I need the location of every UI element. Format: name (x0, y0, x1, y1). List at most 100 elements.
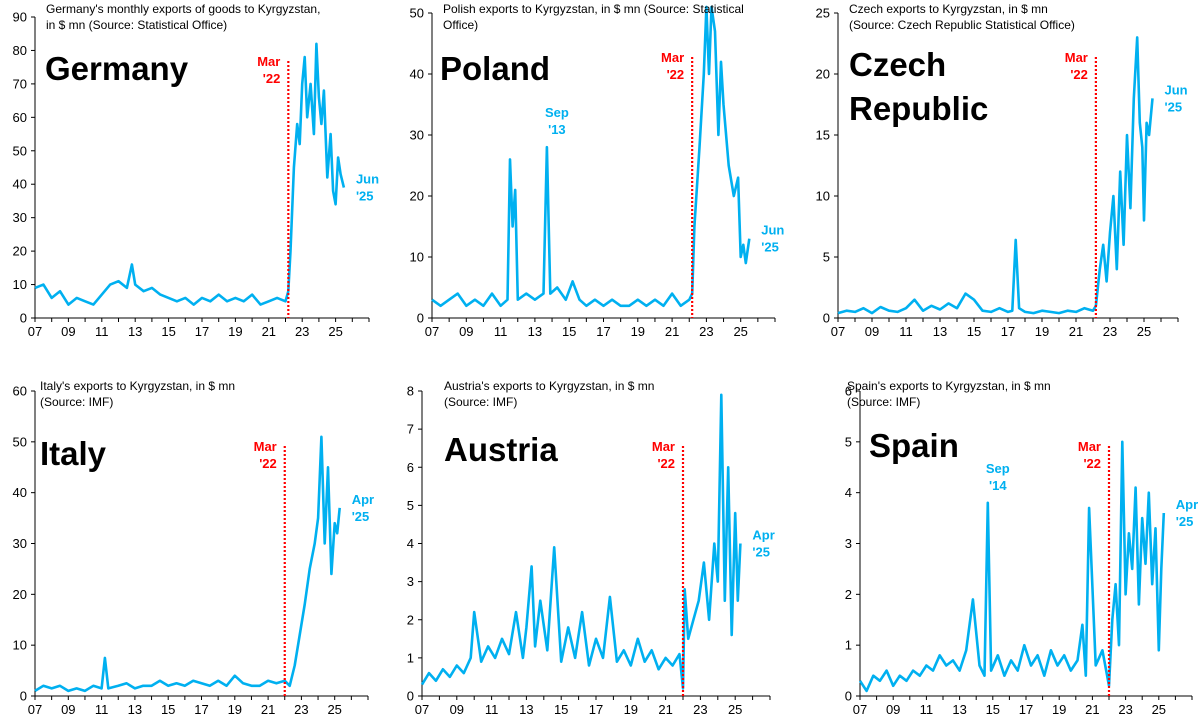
x-tick-label: 19 (631, 324, 645, 339)
series-line (431, 5, 751, 308)
x-tick-label: 09 (61, 702, 75, 717)
country-label: Republic (849, 90, 988, 127)
x-tick-label: 23 (1118, 702, 1132, 717)
series-line (858, 440, 1166, 693)
y-tick-label: 40 (13, 485, 27, 500)
x-tick-label: 13 (528, 324, 542, 339)
chart-subtitle: Czech exports to Kyrgyzstan, in $ mn (849, 2, 1048, 16)
x-tick-label: 25 (328, 324, 342, 339)
x-tick-label: 23 (699, 324, 713, 339)
y-tick-label: 0 (845, 689, 852, 704)
marker-label: Mar (652, 439, 675, 454)
spike-label: '13 (548, 122, 566, 137)
x-tick-label: 23 (1103, 324, 1117, 339)
y-tick-label: 5 (407, 498, 414, 513)
chart-subtitle: (Source: Czech Republic Statistical Offi… (849, 18, 1075, 32)
x-tick-label: 09 (450, 702, 464, 717)
y-tick-label: 80 (13, 43, 27, 58)
x-tick-label: 17 (195, 324, 209, 339)
y-tick-label: 25 (816, 6, 830, 21)
x-tick-label: 09 (865, 324, 879, 339)
y-tick-label: 5 (823, 250, 830, 265)
marker-label: '22 (1070, 67, 1088, 82)
end-label: Jun (356, 172, 379, 187)
x-tick-label: 11 (899, 324, 913, 339)
y-tick-label: 5 (845, 434, 852, 449)
end-label: Apr (1176, 497, 1198, 512)
y-tick-label: 0 (20, 311, 27, 326)
x-tick-label: 19 (1035, 324, 1049, 339)
x-tick-label: 13 (128, 702, 142, 717)
x-tick-label: 15 (161, 702, 175, 717)
y-tick-label: 90 (13, 10, 27, 25)
y-tick-label: 6 (845, 384, 852, 399)
marker-label: '22 (263, 71, 281, 86)
x-tick-label: 25 (728, 702, 742, 717)
x-tick-label: 19 (228, 324, 242, 339)
chart-subtitle: in $ mn (Source: Statistical Office) (46, 18, 227, 32)
x-tick-label: 15 (562, 324, 576, 339)
country-label: Germany (45, 50, 189, 87)
chart-subtitle: Italy's exports to Kyrgyzstan, in $ mn (40, 379, 235, 393)
x-tick-label: 11 (494, 324, 508, 339)
spike-label: Sep (545, 105, 569, 120)
chart-subtitle: Polish exports to Kyrgyzstan, in $ mn (S… (443, 2, 744, 16)
y-tick-label: 3 (407, 574, 414, 589)
x-tick-label: 17 (1001, 324, 1015, 339)
x-tick-label: 07 (853, 702, 867, 717)
x-tick-label: 15 (986, 702, 1000, 717)
y-tick-label: 0 (417, 311, 424, 326)
y-tick-label: 3 (845, 536, 852, 551)
marker-label: '22 (1083, 456, 1101, 471)
series-line (34, 42, 346, 306)
x-tick-label: 07 (831, 324, 845, 339)
y-tick-label: 20 (410, 189, 424, 204)
marker-label: Mar (254, 439, 277, 454)
y-tick-label: 4 (845, 485, 852, 500)
marker-label: Mar (1078, 439, 1101, 454)
y-tick-label: 60 (13, 110, 27, 125)
chart-subtitle: (Source: IMF) (444, 395, 517, 409)
x-tick-label: 17 (589, 702, 603, 717)
y-tick-label: 10 (410, 250, 424, 265)
chart-germany: 0 10 20 30 40 50 60 70 80 90 07 09 11 13 15 17 19 21 23 25 M… (13, 2, 380, 339)
x-tick-label: 15 (554, 702, 568, 717)
y-tick-label: 20 (816, 67, 830, 82)
x-tick-label: 13 (952, 702, 966, 717)
country-label: Italy (40, 435, 107, 472)
chart-subtitle: Germany's monthly exports of goods to Ky… (46, 2, 320, 16)
x-tick-label: 17 (194, 702, 208, 717)
spike-label: Sep (986, 461, 1010, 476)
x-tick-label: 25 (1137, 324, 1151, 339)
end-label: Jun (761, 223, 784, 238)
chart-subtitle: (Source: IMF) (847, 395, 920, 409)
y-tick-label: 50 (13, 434, 27, 449)
y-tick-label: 0 (823, 311, 830, 326)
x-tick-label: 17 (1019, 702, 1033, 717)
x-tick-label: 17 (596, 324, 610, 339)
x-tick-label: 25 (733, 324, 747, 339)
x-tick-label: 11 (95, 702, 109, 717)
y-tick-label: 20 (13, 244, 27, 259)
x-tick-label: 09 (459, 324, 473, 339)
x-tick-label: 25 (327, 702, 341, 717)
marker-label: '22 (259, 456, 277, 471)
end-label: Apr (752, 528, 774, 543)
y-tick-label: 0 (407, 689, 414, 704)
marker-label: Mar (1065, 50, 1088, 65)
y-tick-label: 40 (13, 177, 27, 192)
x-tick-label: 21 (261, 702, 275, 717)
x-tick-label: 21 (665, 324, 679, 339)
y-tick-label: 1 (845, 638, 852, 653)
x-tick-label: 13 (128, 324, 142, 339)
end-label: '25 (1165, 99, 1183, 114)
x-tick-label: 11 (95, 324, 109, 339)
end-label: '25 (761, 240, 779, 255)
country-label: Spain (869, 427, 959, 464)
marker-label: Mar (257, 54, 280, 69)
chart-poland: 0 10 20 30 40 50 07 09 11 13 15 17 19 21 23 25 Mar '22 Jun… (410, 2, 785, 339)
end-label: '25 (356, 189, 374, 204)
